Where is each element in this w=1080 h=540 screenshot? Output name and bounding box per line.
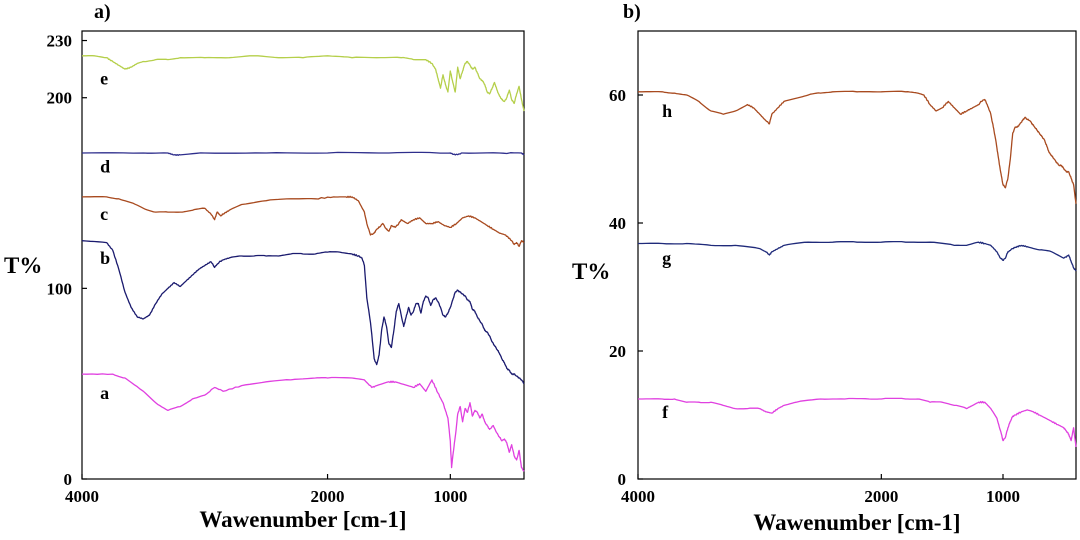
panel-b-x-tick-label: 1000 [986,487,1020,506]
panel-b-label: b) [623,1,641,23]
panel-b-ticks: 0 20 40 60 4000 2000 1000 [609,86,1020,506]
curve-label-h: h [662,101,672,121]
spectrum-curve-f [638,397,1077,448]
panel-a-curves [81,55,525,472]
curve-label-e: e [100,69,108,89]
panel-a-plot-frame [81,30,525,480]
panel-b-y-tick-label: 0 [618,470,627,489]
panel-a-y-tick-label: 0 [64,470,73,489]
panel-b-y-tick-label: 20 [609,342,626,361]
curve-label-d: d [100,156,110,176]
curve-label-g: g [662,248,671,268]
panel-b-x-tick-label: 2000 [864,487,898,506]
curve-label-b: b [100,248,110,268]
panel-b-x-axis-title: Wawenumber [cm-1] [753,510,960,535]
panel-b-x-tick-label: 4000 [621,487,655,506]
panel-a-curve-labels: a b c d e [100,69,110,404]
curve-label-c: c [100,204,108,224]
panel-a-y-axis-title: T% [4,253,42,278]
panel-b-y-tick-label: 60 [609,86,626,105]
panel-b-y-tick-label: 40 [609,214,626,233]
spectrum-curve-e [82,55,525,112]
spectrum-curve-d [81,151,525,156]
panel-a-x-tick-label: 4000 [65,487,99,506]
spectrum-curve-h [638,90,1077,204]
panel-a-label: a) [94,1,111,23]
panel-b-curve-labels: f g h [662,101,672,422]
panel-a-y-tick-label: 230 [47,32,73,51]
panel-a-x-tick-label: 1000 [433,487,467,506]
panel-a-x-axis-title: Wawenumber [cm-1] [199,507,406,532]
panel-b: b) 0 20 40 60 4000 2000 1000 f g h T% Wawenumber… [572,1,1077,535]
panel-a-y-tick-label: 100 [47,279,73,298]
panel-a-y-tick-label: 200 [47,89,73,108]
spectrum-curve-g [638,240,1077,272]
panel-a-x-tick-label: 2000 [311,487,345,506]
panel-b-curves [638,90,1077,448]
spectrum-curve-b [81,240,525,385]
curve-label-a: a [100,383,109,403]
panel-a: a) 0 100 200 230 4000 2000 1000 a b c d e T% Wawen… [4,1,525,532]
panel-a-ticks: 0 100 200 230 4000 2000 1000 [47,32,468,506]
panel-b-y-axis-title: T% [572,259,610,284]
spectrum-curve-a [81,373,525,472]
spectrum-curve-c [81,195,525,248]
curve-label-f: f [662,402,669,422]
panel-b-plot-frame [637,30,1077,480]
